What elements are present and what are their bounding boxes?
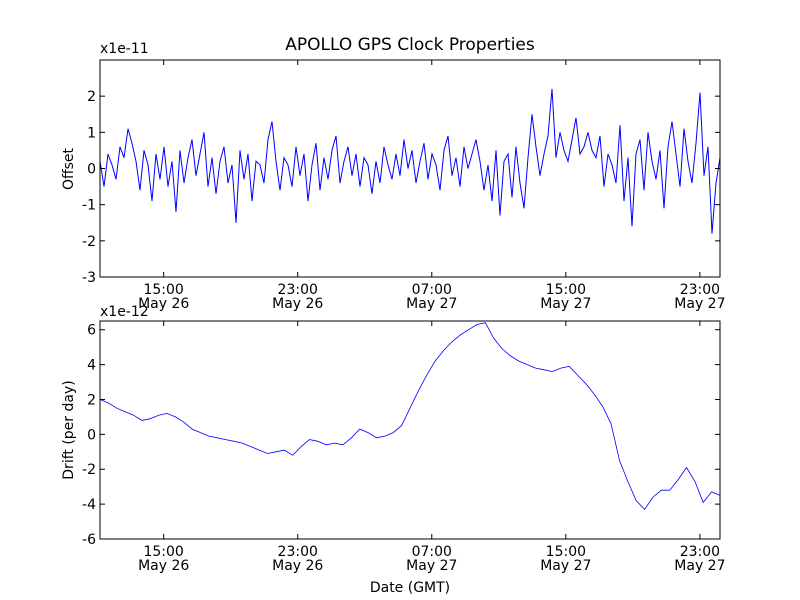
drift-y-tick-label: 0 <box>87 427 96 443</box>
drift-series-line <box>99 322 721 511</box>
drift-y-tick-label: -6 <box>82 532 96 548</box>
drift-y-tick-label: 4 <box>87 358 96 374</box>
drift-plot-frame <box>99 320 721 540</box>
offset-x-tick-date-label: May 27 <box>540 296 591 312</box>
offset-y-tick-label: -2 <box>82 234 96 250</box>
offset-x-tick-date-label: May 26 <box>138 296 189 312</box>
drift-x-tick-date-label: May 26 <box>138 558 189 574</box>
drift-x-tick-date-label: May 27 <box>406 558 457 574</box>
drift-x-tick-date-label: May 27 <box>540 558 591 574</box>
drift-y-tick-label: 6 <box>87 323 96 339</box>
offset-y-tick-label: 2 <box>87 89 96 105</box>
drift-y-tick-label: 2 <box>87 392 96 408</box>
offset-x-tick-time-label: 23:00 <box>680 282 720 298</box>
offset-y-tick-label: -3 <box>82 270 96 286</box>
drift-x-tick-time-label: 07:00 <box>412 544 452 560</box>
drift-subplot: x1e-12 Drift (per day) -6-4-2024615:00Ma… <box>61 304 726 574</box>
drift-x-tick-date-label: May 27 <box>674 558 725 574</box>
offset-y-tick-label: 1 <box>87 125 96 141</box>
chart-title: APOLLO GPS Clock Properties <box>285 35 535 55</box>
offset-x-tick-time-label: 15:00 <box>143 282 183 298</box>
offset-x-tick-date-label: May 27 <box>406 296 457 312</box>
offset-x-tick-time-label: 15:00 <box>546 282 586 298</box>
offset-x-tick-time-label: 23:00 <box>278 282 318 298</box>
offset-plot-frame <box>99 59 721 278</box>
offset-x-tick-date-label: May 27 <box>674 296 725 312</box>
offset-y-tick-label: 0 <box>87 162 96 178</box>
drift-x-tick-date-label: May 26 <box>272 558 323 574</box>
offset-x-tick-time-label: 07:00 <box>412 282 452 298</box>
drift-x-tick-time-label: 23:00 <box>278 544 318 560</box>
offset-multiplier-label: x1e-11 <box>100 41 149 57</box>
drift-y-tick-label: -4 <box>82 497 96 513</box>
drift-y-tick-label: -2 <box>82 462 96 478</box>
offset-x-tick-date-label: May 26 <box>272 296 323 312</box>
drift-multiplier-label: x1e-12 <box>100 304 149 320</box>
drift-x-tick-time-label: 15:00 <box>546 544 586 560</box>
drift-y-axis-label: Drift (per day) <box>61 380 77 479</box>
drift-x-tick-time-label: 23:00 <box>680 544 720 560</box>
drift-x-tick-time-label: 15:00 <box>143 544 183 560</box>
offset-y-axis-label: Offset <box>61 147 77 190</box>
offset-y-tick-label: -1 <box>82 198 96 214</box>
offset-series-line <box>99 88 721 234</box>
x-axis-label: Date (GMT) <box>370 580 450 596</box>
